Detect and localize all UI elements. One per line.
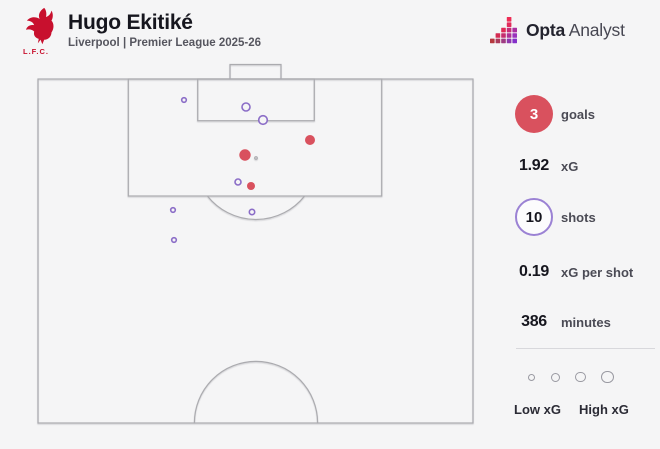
goal-marker [239, 149, 251, 161]
goal-frame [229, 63, 282, 79]
crest-label: L.F.C. [23, 47, 49, 56]
legend-size-circle [601, 370, 614, 384]
page-title: Hugo Ekitiké [68, 11, 193, 34]
penalty-spot [254, 156, 258, 160]
minutes-value: 386 [521, 313, 547, 330]
high-xg-label: High xG [579, 402, 629, 417]
stat-xg-per-shot: 0.19 xG per shot [512, 261, 633, 283]
legend-size-circle [550, 372, 560, 382]
xg-per-shot-label: xG per shot [561, 264, 634, 280]
pitch-lines [37, 63, 474, 424]
xg-value: 1.92 [519, 157, 549, 174]
xg-size-legend [528, 366, 614, 388]
legend-divider [516, 348, 655, 349]
opta-analyst-logo: Opta Analyst [490, 17, 625, 44]
goals-count-badge: 3 [515, 95, 553, 133]
stat-goals: 3 goals [512, 95, 595, 133]
shot-marker [170, 236, 178, 244]
six-yard-box [197, 78, 315, 122]
low-xg-label: Low xG [514, 402, 561, 417]
minutes-label: minutes [561, 314, 611, 330]
shot-marker [241, 102, 251, 112]
xg-label: xG [561, 158, 579, 174]
goal-marker [305, 135, 315, 145]
pitch-boundary [37, 78, 474, 424]
shot-markers [169, 96, 315, 244]
goals-label: goals [561, 106, 595, 122]
stat-shots: 10 shots [512, 198, 596, 236]
shot-marker [169, 206, 177, 214]
lfc-crest-icon: L.F.C. [14, 7, 58, 57]
brand-name-light: Analyst [568, 20, 625, 40]
stat-xg: 1.92 xG [512, 155, 578, 177]
goal-marker [247, 182, 255, 190]
shot-marker [257, 114, 269, 126]
shots-count-badge: 10 [515, 198, 553, 236]
opta-squares-icon [490, 17, 517, 44]
brand-name-bold: Opta [526, 20, 566, 40]
xg-per-shot-value: 0.19 [519, 263, 549, 280]
penalty-arc [206, 195, 306, 221]
penalty-area [127, 78, 383, 197]
center-circle [193, 360, 319, 424]
page-subtitle: Liverpool | Premier League 2025-26 [68, 37, 262, 49]
shot-marker [248, 208, 256, 216]
shot-marker [234, 178, 242, 186]
brand-text: Opta Analyst [526, 20, 625, 41]
shot-marker [180, 96, 188, 104]
legend-size-circle [528, 373, 535, 381]
legend-size-circle [575, 371, 586, 383]
shots-label: shots [561, 209, 596, 225]
stat-minutes: 386 minutes [512, 311, 611, 333]
